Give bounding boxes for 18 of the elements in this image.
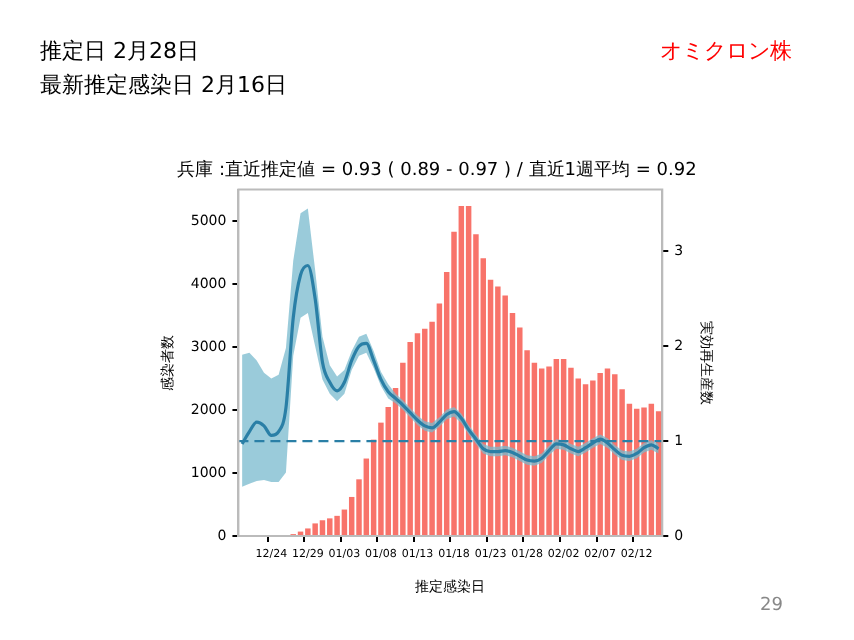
bar [319,520,326,535]
bar [590,380,596,535]
bar [495,286,501,535]
text: 最新推定感染日 2月16日 [40,70,287,100]
bar [502,295,508,535]
bar [305,528,311,535]
bar [568,367,574,535]
bar [422,328,428,535]
bar [334,515,340,535]
bar [327,518,333,535]
text: 29 [760,596,783,616]
bar [597,372,603,535]
bar [312,523,318,535]
text: 推定日 2月28日 [40,36,199,66]
text: オミクロン株 [660,36,792,66]
chart-title: 兵庫 :直近推定値 = 0.93 ( 0.89 - 0.97 ) / 直近1週平均 = 0.92 [177,159,697,182]
bar [546,366,552,535]
bar [612,374,618,535]
